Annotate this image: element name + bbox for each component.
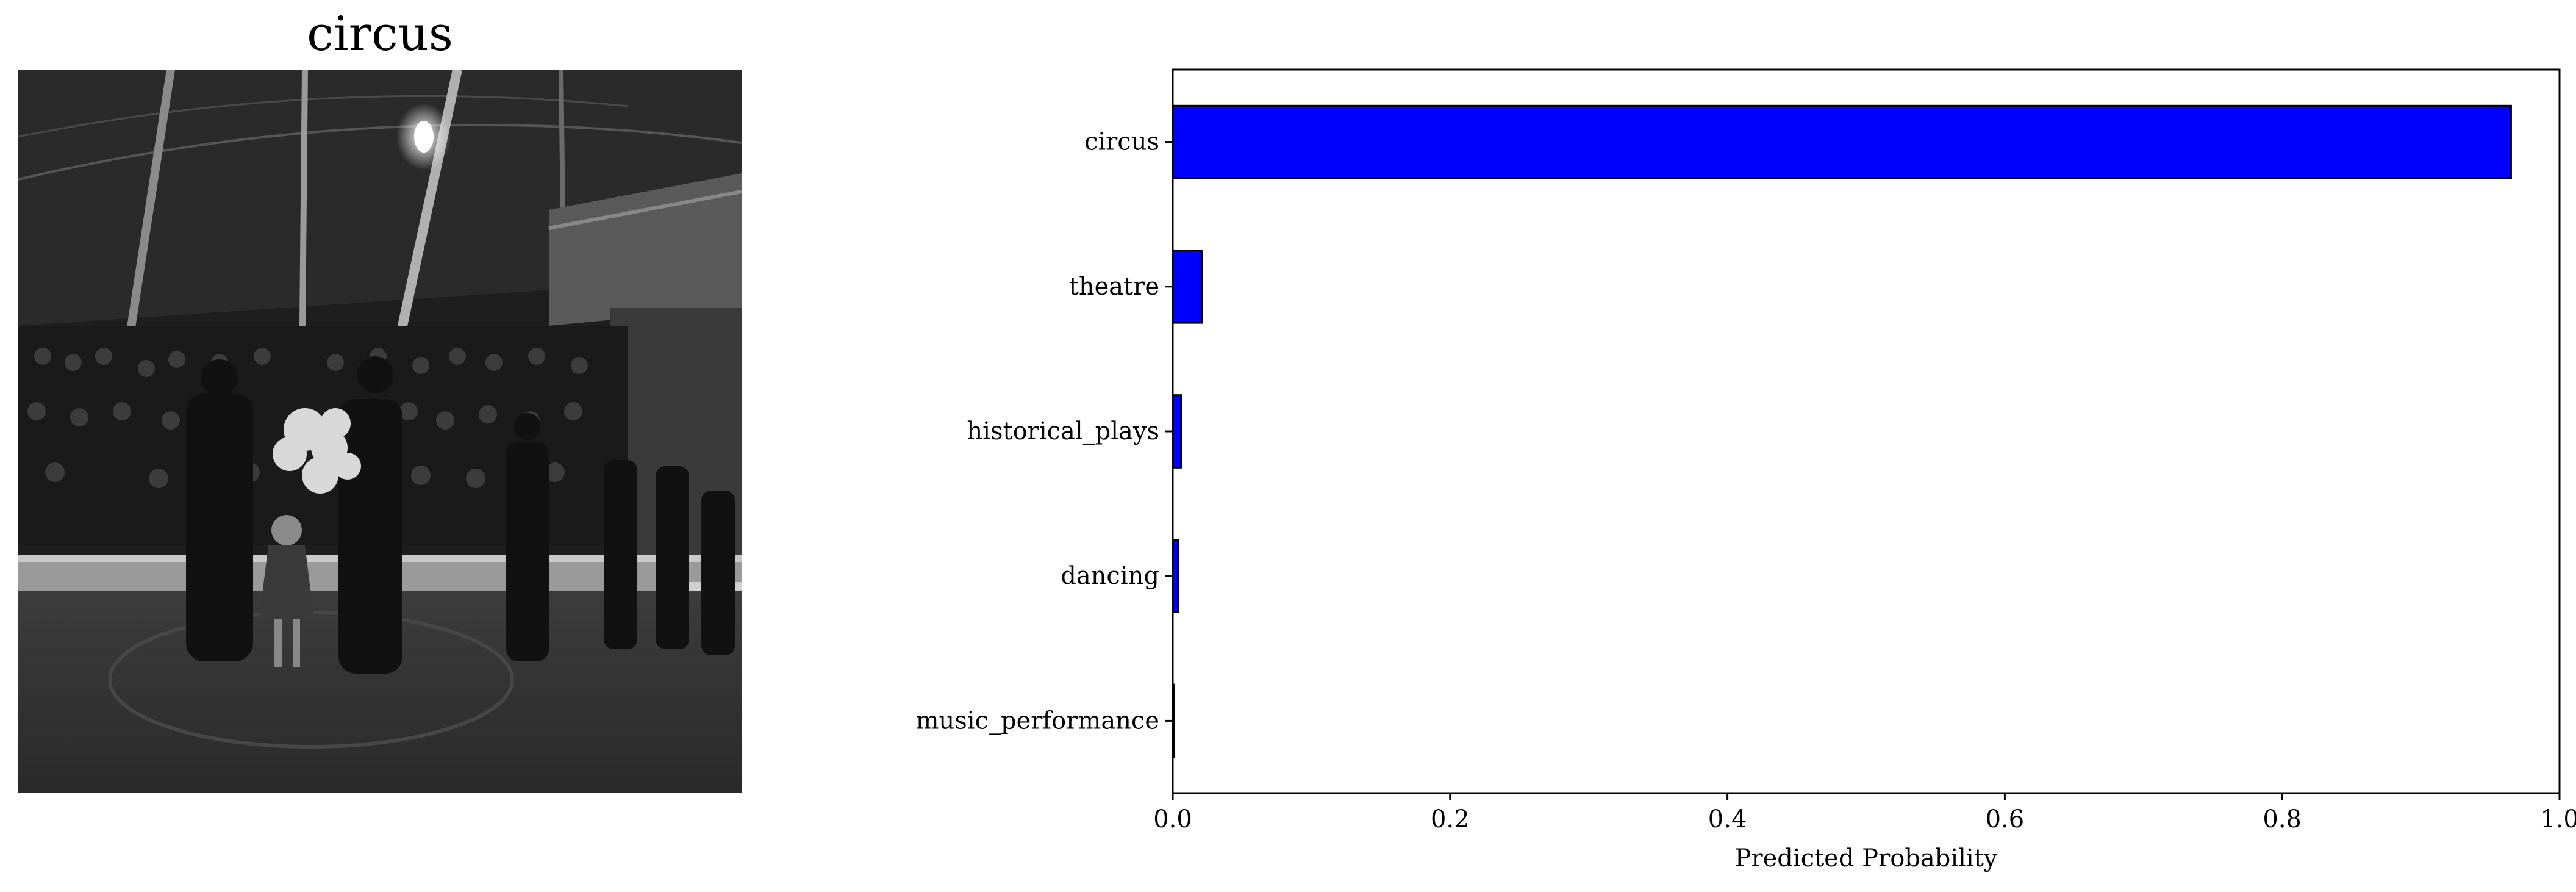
x-tick-label: 1.0 (2540, 805, 2576, 833)
y-tick-label: theatre (1069, 273, 1159, 301)
x-tick-group: 0.0 0.2 0.4 0.6 0.8 1.0 (1153, 793, 2576, 833)
x-tick-label: 0.2 (1431, 805, 1470, 833)
bar-group (1172, 104, 2512, 758)
x-tick-label: 0.8 (2263, 805, 2302, 833)
circus-photo (18, 70, 742, 793)
y-tick-label: music_performance (916, 707, 1159, 735)
bar-theatre (1172, 250, 1203, 324)
x-axis-label: Predicted Probability (1735, 844, 1998, 872)
x-tick-label: 0.0 (1153, 805, 1192, 833)
y-tick-label: dancing (1061, 562, 1159, 590)
bar-historical_plays (1172, 394, 1182, 469)
y-tick-label: circus (1084, 128, 1159, 156)
x-tick-label: 0.4 (1708, 805, 1747, 833)
bar-circus (1172, 104, 2512, 179)
y-tick-label: historical_plays (967, 417, 1159, 445)
x-tick-label: 0.6 (1986, 805, 2025, 833)
image-title: circus (307, 7, 453, 62)
